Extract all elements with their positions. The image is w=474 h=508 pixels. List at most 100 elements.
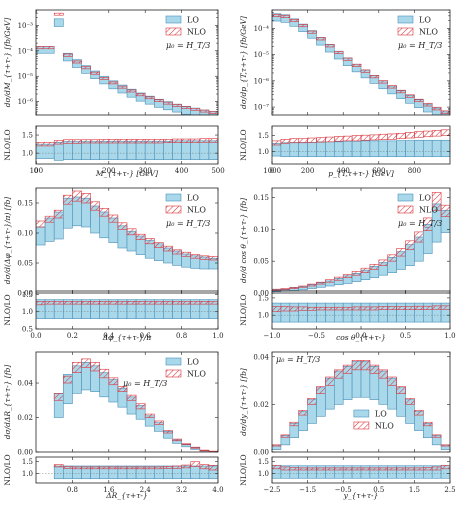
nlo-band-bin	[99, 208, 110, 217]
nlo-band-bin	[154, 99, 164, 102]
ratio-y-tick-label: 1.5	[22, 458, 33, 466]
ratio-lo-bin	[307, 142, 317, 158]
ratio-nlo-bin	[208, 138, 218, 143]
x-axis-label: p_{T,τ+τ-} [GeV]	[328, 169, 394, 178]
ratio-lo-bin	[369, 302, 380, 323]
legend-lo-label: LO	[187, 16, 199, 25]
legend-nlo-swatch	[353, 421, 370, 430]
nlo-band-bin	[360, 69, 371, 73]
legend-nlo-label: NLO	[187, 206, 206, 215]
legend: LO NLO	[397, 194, 438, 215]
ratio-y-tick-label: 1.0	[258, 148, 269, 156]
x-tick-label: 2.4	[140, 486, 152, 494]
x-tick-label: −0.5	[308, 332, 325, 340]
ratio-nlo-bin	[272, 306, 282, 313]
nlo-band-bin	[163, 430, 173, 434]
nlo-band-bin	[135, 403, 146, 410]
ratio-nlo-bin	[62, 301, 73, 305]
nlo-band-bin	[126, 394, 137, 401]
ratio-nlo-bin	[369, 134, 380, 141]
ratio-lo-bin	[405, 302, 415, 323]
scale-choice-label: μ₀ = H_T/3	[123, 379, 167, 388]
nlo-band-bin	[333, 276, 344, 281]
x-axis-label: Δφ_{τ+τ-}/π	[102, 333, 153, 342]
ratio-nlo-bin	[208, 301, 218, 305]
main-axes-frame	[35, 187, 219, 294]
ratio-y-tick-label: 1.5	[258, 294, 269, 302]
y-tick-label: 10⁻⁴	[254, 25, 270, 33]
legend: LO NLO	[165, 358, 206, 379]
nlo-band-bin	[181, 106, 192, 109]
legend-nlo-label: NLO	[187, 370, 206, 379]
nlo-band-bin	[342, 364, 353, 374]
legend-lo-swatch	[165, 15, 182, 24]
ratio-nlo-bin	[36, 141, 55, 147]
ratio-lo-bin	[99, 140, 110, 160]
nlo-band-bin	[369, 364, 380, 374]
ratio-nlo-bin	[44, 301, 55, 305]
lo-band-bin	[99, 75, 110, 85]
x-tick-label: 0.6	[140, 332, 152, 340]
ratio-nlo-bin	[126, 466, 137, 470]
ratio-nlo-bin	[53, 140, 64, 145]
nlo-band-bin	[431, 192, 442, 211]
x-tick-label: 0.4	[103, 332, 115, 340]
ratio-nlo-bin	[396, 467, 406, 471]
nlo-band-bin	[144, 238, 155, 245]
nlo-band-bin	[272, 444, 282, 447]
legend-lo-label: LO	[187, 194, 199, 203]
nlo-band-bin	[81, 193, 91, 204]
legend-lo-label: LO	[419, 194, 431, 203]
ratio-nlo-bin	[172, 301, 182, 305]
nlo-band-bin	[154, 420, 164, 425]
nlo-band-bin	[199, 255, 210, 260]
nlo-band-bin	[126, 228, 137, 236]
ratio-lo-bin	[387, 140, 397, 158]
lo-band-bin	[90, 70, 100, 80]
x-tick-label: 300	[139, 167, 152, 175]
nlo-band-bin	[369, 264, 380, 270]
legend-nlo-swatch	[165, 369, 182, 378]
ratio-nlo-bin	[289, 467, 299, 471]
ratio-nlo-bin	[387, 467, 397, 471]
nlo-band-bin	[342, 57, 353, 61]
ratio-nlo-bin	[190, 301, 201, 305]
ratio-y-tick-label: 1.5	[258, 458, 269, 466]
legend-nlo-swatch	[397, 205, 414, 214]
ratio-y-tick-label: 1.0	[22, 308, 33, 316]
ratio-nlo-bin	[144, 139, 155, 144]
ratio-nlo-bin	[90, 301, 100, 305]
legend: LO NLO	[165, 194, 206, 215]
ratio-nlo-bin	[117, 466, 128, 470]
lo-band-bin	[280, 14, 291, 23]
nlo-band-bin	[307, 283, 317, 287]
lo-band-bin	[36, 226, 46, 246]
nlo-band-bin	[325, 279, 335, 283]
nlo-band-bin	[62, 194, 73, 205]
x-tick-label: 0	[34, 167, 38, 175]
ratio-lo-bin	[298, 302, 308, 323]
nlo-band-bin	[431, 106, 442, 111]
ratio-nlo-bin	[440, 129, 450, 136]
nlo-band-bin	[333, 51, 344, 55]
ratio-nlo-bin	[99, 139, 110, 144]
nlo-band-bin	[81, 66, 91, 70]
nlo-band-bin	[307, 398, 317, 405]
y-tick-label: 0.05	[253, 258, 269, 266]
x-tick-label: 1.0	[444, 332, 455, 340]
nlo-band-bin	[126, 89, 137, 93]
ratio-lo-bin	[342, 140, 353, 158]
panel-3: 0.00 0.05 0.10 0.15 0.0 0.2 0.4 0.6 0.8 1.0 0.5 1.0…	[3, 187, 224, 342]
ratio-nlo-bin	[396, 306, 406, 310]
nlo-band-bin	[387, 376, 397, 386]
ratio-nlo-bin	[199, 464, 210, 470]
nlo-band-bin	[440, 110, 450, 115]
y-axis-label: dσ/d cos θ_{τ+τ-} [fb]	[239, 198, 248, 283]
scale-choice-label: μ₀ = H_T/3	[166, 41, 210, 50]
ratio-nlo-bin	[81, 139, 91, 144]
ratio-nlo-bin	[53, 301, 64, 305]
ratio-nlo-bin	[199, 138, 210, 143]
nlo-band-bin	[190, 254, 201, 259]
ratio-y-axis-label: NLO/LO	[239, 129, 248, 160]
ratio-nlo-bin	[199, 301, 210, 305]
